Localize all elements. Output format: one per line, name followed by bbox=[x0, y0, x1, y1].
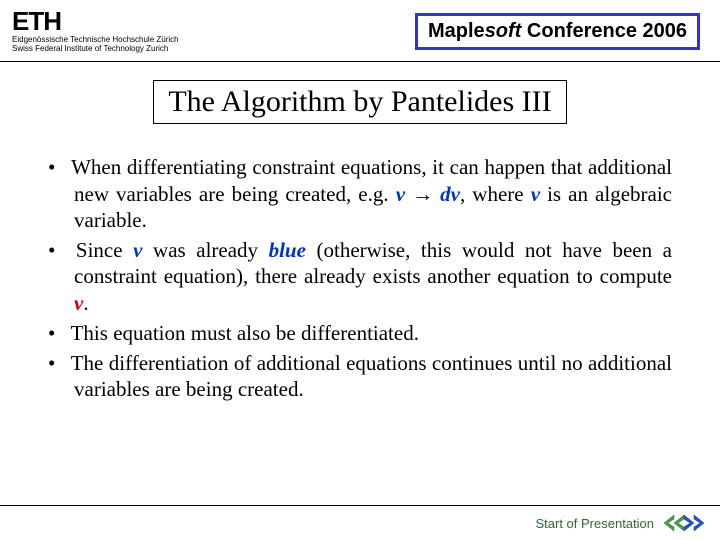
conf-text-maple: Maple bbox=[428, 20, 485, 42]
nav-arrow-group bbox=[664, 514, 704, 532]
b2-text-b: was already bbox=[142, 238, 268, 262]
prev-arrow-icon[interactable] bbox=[664, 514, 684, 532]
start-presentation-link[interactable]: Start of Presentation bbox=[535, 516, 654, 531]
conference-badge: Maplesoft Conference 2006 bbox=[415, 13, 700, 50]
next-arrow-icon[interactable] bbox=[684, 514, 704, 532]
b1-var-dv: dv bbox=[440, 182, 460, 206]
slide-title: The Algorithm by Pantelides III bbox=[153, 80, 566, 124]
b2-var-v2: v bbox=[74, 291, 83, 315]
eth-subtitle-en: Swiss Federal Institute of Technology Zu… bbox=[12, 44, 179, 53]
b2-text-d: . bbox=[83, 291, 88, 315]
eth-logo-block: ETH Eidgenössische Technische Hochschule… bbox=[12, 10, 179, 53]
bullet-list: When differentiating constraint equation… bbox=[48, 154, 672, 402]
b1-arrow: → bbox=[405, 182, 440, 206]
eth-logo-text: ETH bbox=[12, 10, 179, 33]
b1-var-v2: v bbox=[531, 182, 540, 206]
header-bar: ETH Eidgenössische Technische Hochschule… bbox=[0, 0, 720, 62]
footer-bar: Start of Presentation bbox=[0, 505, 720, 540]
content-area: When differentiating constraint equation… bbox=[0, 124, 720, 402]
eth-subtitle-de: Eidgenössische Technische Hochschule Zür… bbox=[12, 35, 179, 44]
conf-text-soft: soft bbox=[485, 20, 522, 42]
bullet-3: This equation must also be differentiate… bbox=[48, 320, 672, 346]
title-container: The Algorithm by Pantelides III bbox=[0, 80, 720, 124]
b1-var-v: v bbox=[396, 182, 405, 206]
conf-text-rest: Conference 2006 bbox=[521, 20, 687, 42]
bullet-1: When differentiating constraint equation… bbox=[48, 154, 672, 233]
bullet-2: Since v was already blue (otherwise, thi… bbox=[48, 237, 672, 316]
bullet-4: The differentiation of additional equati… bbox=[48, 350, 672, 403]
b2-word-blue: blue bbox=[269, 238, 306, 262]
b1-text-b: , where bbox=[460, 182, 531, 206]
b2-text-a: Since bbox=[76, 238, 133, 262]
